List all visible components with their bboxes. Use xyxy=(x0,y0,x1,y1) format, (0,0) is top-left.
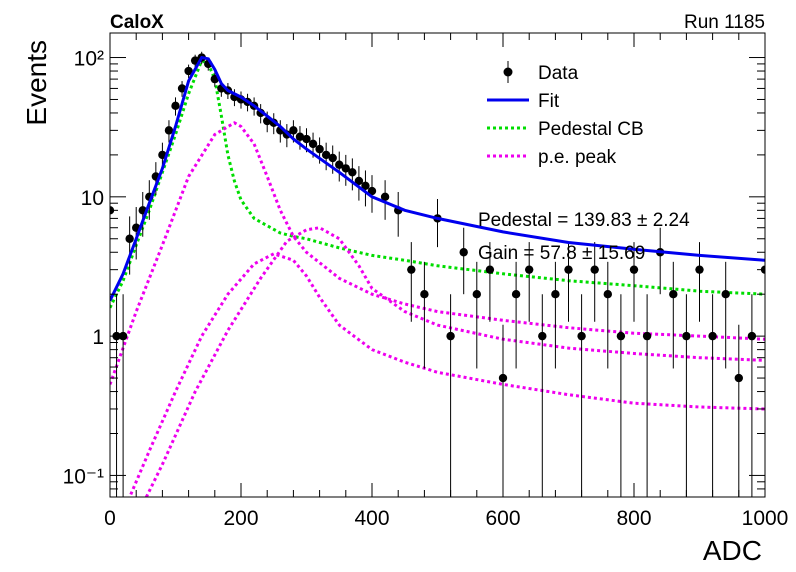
y-tick-label: 10² xyxy=(74,48,104,71)
series-clip-group xyxy=(110,51,765,497)
data-point xyxy=(708,331,717,341)
data-point xyxy=(125,234,134,243)
series-line xyxy=(110,58,765,309)
fit-line xyxy=(110,55,765,302)
data-point xyxy=(642,331,652,341)
data-point xyxy=(459,248,468,257)
legend-label: Fit xyxy=(538,91,560,112)
data-point xyxy=(498,373,508,383)
run-label: Run 1185 xyxy=(684,12,765,33)
data-point xyxy=(734,373,743,383)
data-point xyxy=(354,176,364,186)
data-point xyxy=(177,84,187,93)
data-point xyxy=(380,192,390,202)
data-point xyxy=(184,66,193,76)
y-tick-label: 10⁻¹ xyxy=(63,465,104,488)
legend-marker xyxy=(503,67,513,77)
legend-label: Data xyxy=(538,63,579,84)
x-tick-label: 200 xyxy=(223,507,258,530)
series-line xyxy=(127,252,765,497)
x-tick-label: 400 xyxy=(354,507,389,530)
data-point xyxy=(472,289,481,299)
data-point xyxy=(321,150,331,160)
data-point xyxy=(308,139,318,149)
data-point xyxy=(164,126,174,135)
data-point xyxy=(315,144,324,154)
data-point xyxy=(407,265,416,274)
legend-label: p.e. peak xyxy=(538,147,617,168)
data-point xyxy=(669,289,678,299)
legend: Data Fit Pedestal CB p.e. peak xyxy=(487,61,644,168)
data-point xyxy=(335,160,344,169)
data-point xyxy=(721,289,730,299)
data-point xyxy=(525,265,534,274)
x-tick-label: 600 xyxy=(485,507,520,530)
fit-result-text: Gain = 57.8 ± 15.69 xyxy=(478,243,645,264)
x-tick-label: 1000 xyxy=(742,507,789,530)
x-tick-label: 0 xyxy=(104,507,116,530)
legend-label: Pedestal CB xyxy=(538,119,644,140)
data-point xyxy=(511,289,521,299)
data-point xyxy=(695,265,704,274)
data-point xyxy=(538,331,547,341)
data-point xyxy=(577,331,586,341)
data-point xyxy=(564,265,573,274)
annotations: Pedestal = 139.83 ± 2.24 Gain = 57.8 ± 15… xyxy=(478,210,690,264)
data-point xyxy=(361,181,370,190)
data-point xyxy=(590,265,599,274)
data-point xyxy=(485,265,495,274)
data-point xyxy=(367,186,377,196)
data-point xyxy=(682,331,691,341)
series-line xyxy=(144,226,765,497)
data-point xyxy=(629,265,639,274)
data-point xyxy=(295,132,305,141)
data-point xyxy=(551,289,560,299)
data-point xyxy=(348,168,357,177)
data-point xyxy=(446,331,455,341)
data-point xyxy=(341,164,350,173)
data-point xyxy=(616,331,626,341)
data-point xyxy=(302,134,311,144)
data-point xyxy=(420,289,429,299)
data-point xyxy=(289,126,298,135)
x-tick-label: 800 xyxy=(616,507,651,530)
x-axis-title: ADC xyxy=(703,535,762,566)
plot-frame xyxy=(109,32,766,498)
y-tick-label: 1 xyxy=(92,326,104,349)
experiment-label: CaloX xyxy=(110,12,164,33)
fit-result-text: Pedestal = 139.83 ± 2.24 xyxy=(478,210,690,231)
data-point xyxy=(328,153,337,163)
data-point xyxy=(171,101,180,111)
y-tick-label: 10 xyxy=(81,187,104,210)
y-axis-title: Events xyxy=(21,40,52,126)
axes: 0 200 400 600 800 1000 10⁻¹ 1 10 10² xyxy=(63,32,789,530)
data-point xyxy=(603,289,612,299)
series-layer xyxy=(110,51,765,497)
